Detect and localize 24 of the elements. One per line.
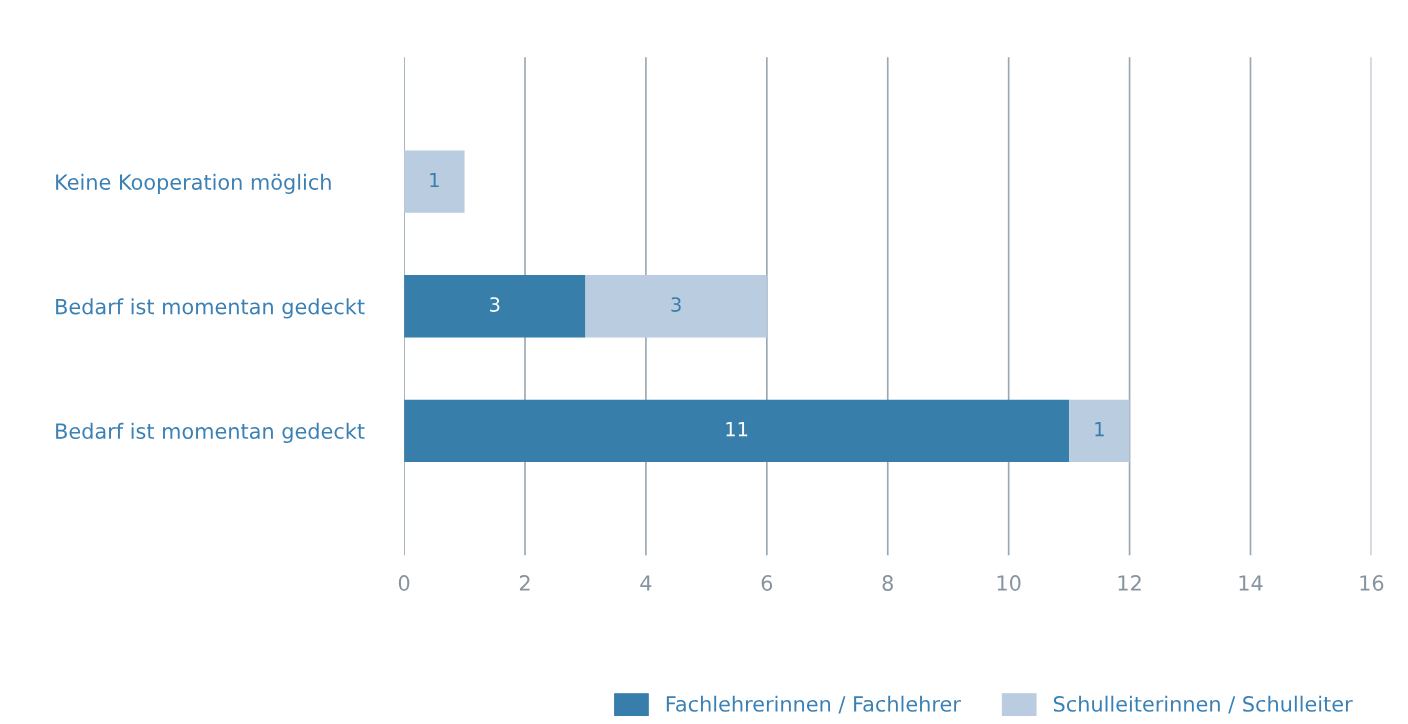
data-label: 3 <box>671 297 681 312</box>
x-tick-label: 0 <box>398 575 410 591</box>
data-label: 1 <box>430 172 439 188</box>
x-tick-label: 16 <box>1360 575 1384 591</box>
x-tick-label: 12 <box>1118 575 1141 591</box>
x-tick-label: 10 <box>997 575 1021 591</box>
y-tick-label: Bedarf ist momentan gedeckt <box>56 298 365 319</box>
y-tick-label: Keine Kooperation möglich <box>56 173 331 194</box>
bar <box>404 399 1070 462</box>
y-tick-label: Bedarf ist momentan gedeckt <box>56 422 365 444</box>
data-label: 1 <box>1095 421 1104 437</box>
x-tick-label: 6 <box>761 575 773 591</box>
legend-label: Schulleiterinnen / Schulleiter <box>1053 695 1353 714</box>
x-tick-label: 14 <box>1239 575 1263 591</box>
bar <box>404 150 465 213</box>
x-tick-label: 2 <box>519 575 530 591</box>
x-tick-label: 4 <box>640 575 652 591</box>
legend-label: Fachlehrerinnen / Fachlehrer <box>666 695 961 714</box>
data-label: 3 <box>490 297 500 312</box>
bar <box>585 275 767 338</box>
bar <box>404 275 586 338</box>
data-label: 11 <box>726 421 748 437</box>
x-tick-label: 8 <box>882 575 893 591</box>
bar <box>1069 399 1130 462</box>
